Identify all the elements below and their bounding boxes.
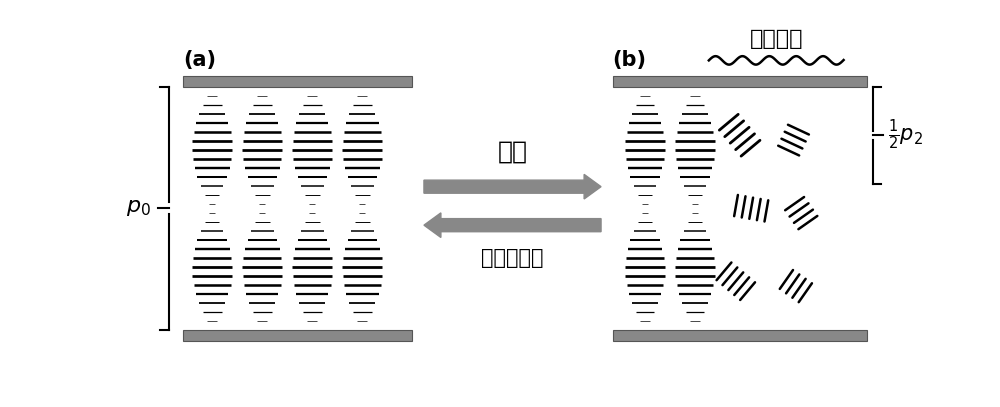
Text: (b): (b) [613,50,647,70]
Text: 光照区域: 光照区域 [749,29,803,49]
Text: 光照: 光照 [498,140,528,164]
Bar [183,330,412,341]
Text: (a): (a) [183,50,216,70]
Bar [613,330,867,341]
FancyArrow shape [424,213,601,238]
FancyArrow shape [424,174,601,199]
Text: $p_0$: $p_0$ [126,198,151,218]
Bar [613,76,867,87]
Bar [183,76,412,87]
Text: $\frac{1}{2}p_2$: $\frac{1}{2}p_2$ [888,118,923,153]
Text: 常温或加热: 常温或加热 [481,248,544,268]
